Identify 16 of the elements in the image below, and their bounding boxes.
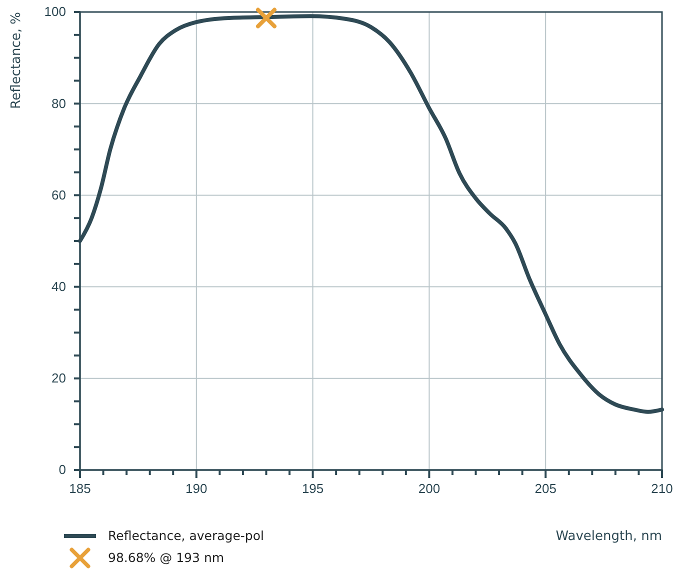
y-tick-label: 80	[52, 96, 66, 111]
x-tick-label: 205	[534, 481, 556, 496]
x-tick-label: 185	[69, 481, 91, 496]
legend-label: Reflectance, average-pol	[108, 528, 264, 543]
legend-label: 98.68% @ 193 nm	[108, 550, 224, 565]
x-axis-title: Wavelength, nm	[556, 529, 662, 544]
y-tick-label: 100	[44, 4, 66, 20]
y-tick-label: 60	[52, 187, 66, 202]
y-axis-title: Reflectance, %	[9, 12, 24, 109]
y-tick-label: 40	[52, 278, 66, 294]
y-tick-label: 0	[58, 462, 66, 478]
x-tick-label: 200	[418, 481, 440, 496]
x-tick-label: 195	[302, 481, 324, 496]
x-tick-label: 210	[651, 481, 673, 496]
y-tick-label: 20	[52, 370, 66, 386]
x-tick-label: 190	[186, 481, 208, 496]
